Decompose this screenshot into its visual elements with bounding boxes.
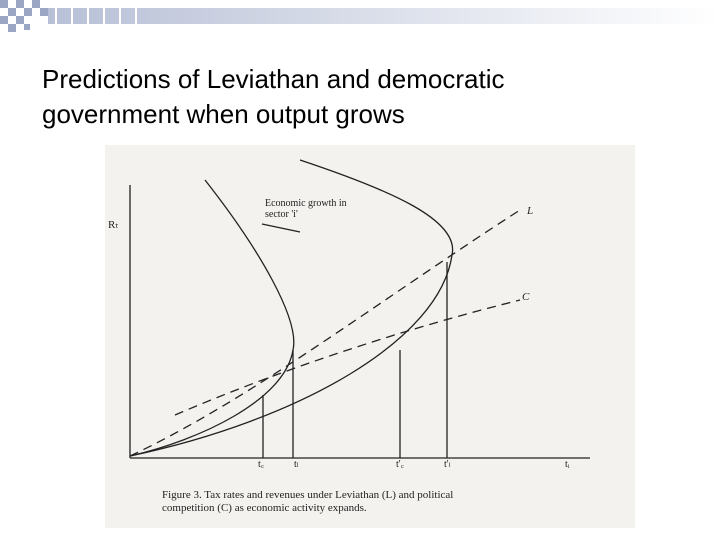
x-axis-label: tᵢ	[565, 459, 570, 470]
x-axis-label: t'꜀	[396, 459, 405, 470]
x-axis-label: t꜀	[258, 459, 265, 470]
title-line: Predictions of Leviathan and democratic	[42, 64, 505, 94]
curve-label: C	[522, 291, 530, 303]
caption-line: Figure 3. Tax rates and revenues under L…	[162, 489, 453, 501]
x-axis-label: t'ₗ	[444, 459, 451, 470]
y-axis-label: Rₜ	[108, 219, 119, 231]
title-line: government when output grows	[42, 99, 405, 129]
annotation: Economic growth in	[265, 198, 347, 209]
annotation: sector 'i'	[265, 209, 298, 220]
curve-label: L	[526, 205, 533, 217]
x-axis-label: tₗ	[294, 459, 299, 470]
caption-line: competition (C) as economic activity exp…	[162, 502, 367, 514]
figure: Rₜ Economic growth in sector 'i' L C t꜀ …	[105, 145, 635, 528]
